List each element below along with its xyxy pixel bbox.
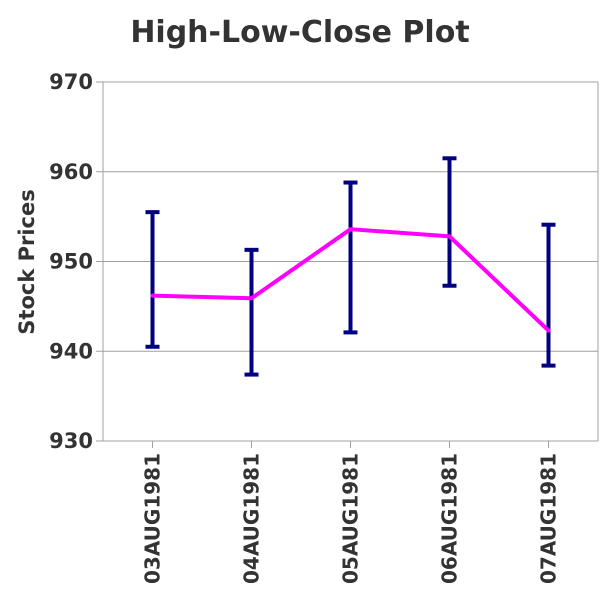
axes <box>96 81 599 448</box>
x-tick-label: 03AUG1981 <box>141 453 165 584</box>
y-tick-label: 960 <box>49 160 93 184</box>
high-low-bar <box>343 180 358 335</box>
y-tick-label: 930 <box>49 429 93 453</box>
close-point <box>348 227 353 232</box>
high-low-bar <box>244 247 259 377</box>
close-point <box>249 296 254 301</box>
y-axis-label: Stock Prices <box>15 189 39 334</box>
high-low-bar <box>145 210 160 349</box>
x-axis-ticks: 03AUG1981 04AUG1981 05AUG1981 06AUG1981 07AU… <box>141 453 561 584</box>
close-point <box>447 234 452 239</box>
high-low-bar <box>541 222 556 368</box>
chart-title: High-Low-Close Plot <box>130 15 469 50</box>
x-tick-label: 04AUG1981 <box>240 453 264 584</box>
close-point <box>150 293 155 298</box>
x-tick-label: 05AUG1981 <box>339 453 363 584</box>
high-low-bars <box>145 156 556 377</box>
close-line <box>150 227 551 333</box>
y-tick-label: 940 <box>49 339 93 363</box>
close-point <box>546 328 551 333</box>
y-axis-ticks: 930 940 950 960 970 <box>49 70 93 453</box>
x-tick-label: 07AUG1981 <box>537 453 561 584</box>
high-low-bar <box>442 156 457 288</box>
x-tick-label: 06AUG1981 <box>438 453 462 584</box>
y-tick-label: 970 <box>49 70 93 94</box>
y-tick-label: 950 <box>49 250 93 274</box>
